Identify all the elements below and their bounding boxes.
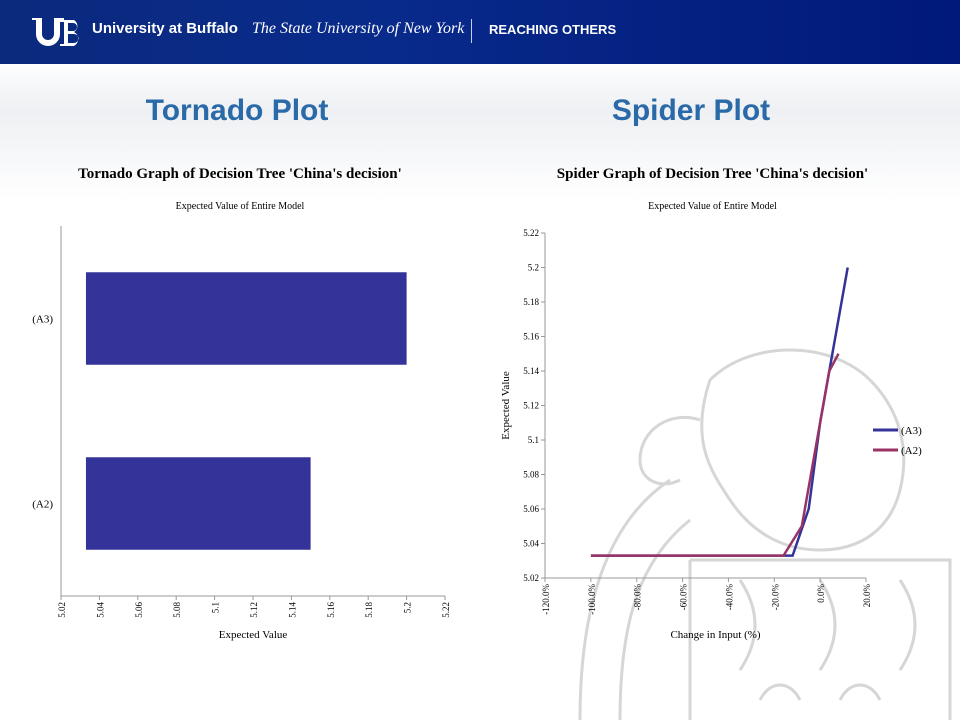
- tornado-x-axis-label: Expected Value: [219, 629, 288, 641]
- spider-y-tick-label: 5.08: [523, 470, 539, 480]
- tornado-x-tick-label: 5.04: [95, 602, 105, 618]
- tornado-bar: [85, 272, 407, 365]
- spider-y-tick-label: 5.06: [523, 504, 539, 514]
- ub-logo-icon: [32, 18, 79, 46]
- tornado-x-tick-label: 5.22: [441, 602, 451, 618]
- spider-chart-subtitle: Expected Value of Entire Model: [648, 201, 777, 212]
- spider-y-tick-label: 5.2: [528, 263, 539, 273]
- tornado-bar: [85, 457, 311, 550]
- spider-y-tick-label: 5.1: [528, 435, 539, 445]
- tornado-plot-title: Tornado Plot: [145, 94, 329, 127]
- spider-y-tick-label: 5.14: [523, 366, 539, 376]
- tornado-x-tick-label: 5.18: [364, 602, 374, 618]
- spider-y-tick-label: 5.18: [523, 297, 539, 307]
- spider-chart-title: Spider Graph of Decision Tree 'China's d…: [556, 166, 869, 182]
- tornado-x-tick-label: 5.16: [326, 602, 336, 618]
- university-name: University at Buffalo: [92, 20, 238, 37]
- tornado-x-tick-label: 5.1: [211, 602, 221, 613]
- tornado-x-tick-label: 5.14: [287, 602, 297, 618]
- tornado-x-tick-label: 5.08: [172, 602, 182, 618]
- header-banner: University at Buffalo The State Universi…: [0, 0, 960, 64]
- spider-y-tick-label: 5.16: [523, 332, 539, 342]
- tornado-x-tick-label: 5.02: [57, 602, 67, 618]
- tornado-x-tick-label: 5.12: [249, 602, 259, 618]
- spider-y-tick-label: 5.12: [523, 401, 539, 411]
- header-tagline: REACHING OTHERS: [489, 22, 617, 37]
- tornado-chart-title: Tornado Graph of Decision Tree 'China's …: [78, 166, 402, 182]
- spider-y-tick-label: 5.02: [523, 573, 539, 583]
- spider-x-tick-label: -120.0%: [541, 584, 551, 615]
- buffalo-watermark-icon: [578, 348, 952, 720]
- tornado-category-label: (A3): [32, 314, 53, 326]
- state-university-name: The State University of New York: [252, 20, 465, 37]
- tornado-chart-subtitle: Expected Value of Entire Model: [175, 201, 305, 212]
- spider-plot-title: Spider Plot: [611, 94, 771, 127]
- tornado-x-tick-label: 5.2: [403, 602, 413, 613]
- spider-y-axis-label: Expected Value: [500, 371, 512, 440]
- tornado-x-tick-label: 5.06: [134, 602, 144, 618]
- tornado-category-label: (A2): [32, 499, 53, 511]
- spider-y-tick-label: 5.22: [523, 228, 539, 238]
- header-divider: [471, 19, 472, 43]
- spider-y-tick-label: 5.04: [523, 539, 539, 549]
